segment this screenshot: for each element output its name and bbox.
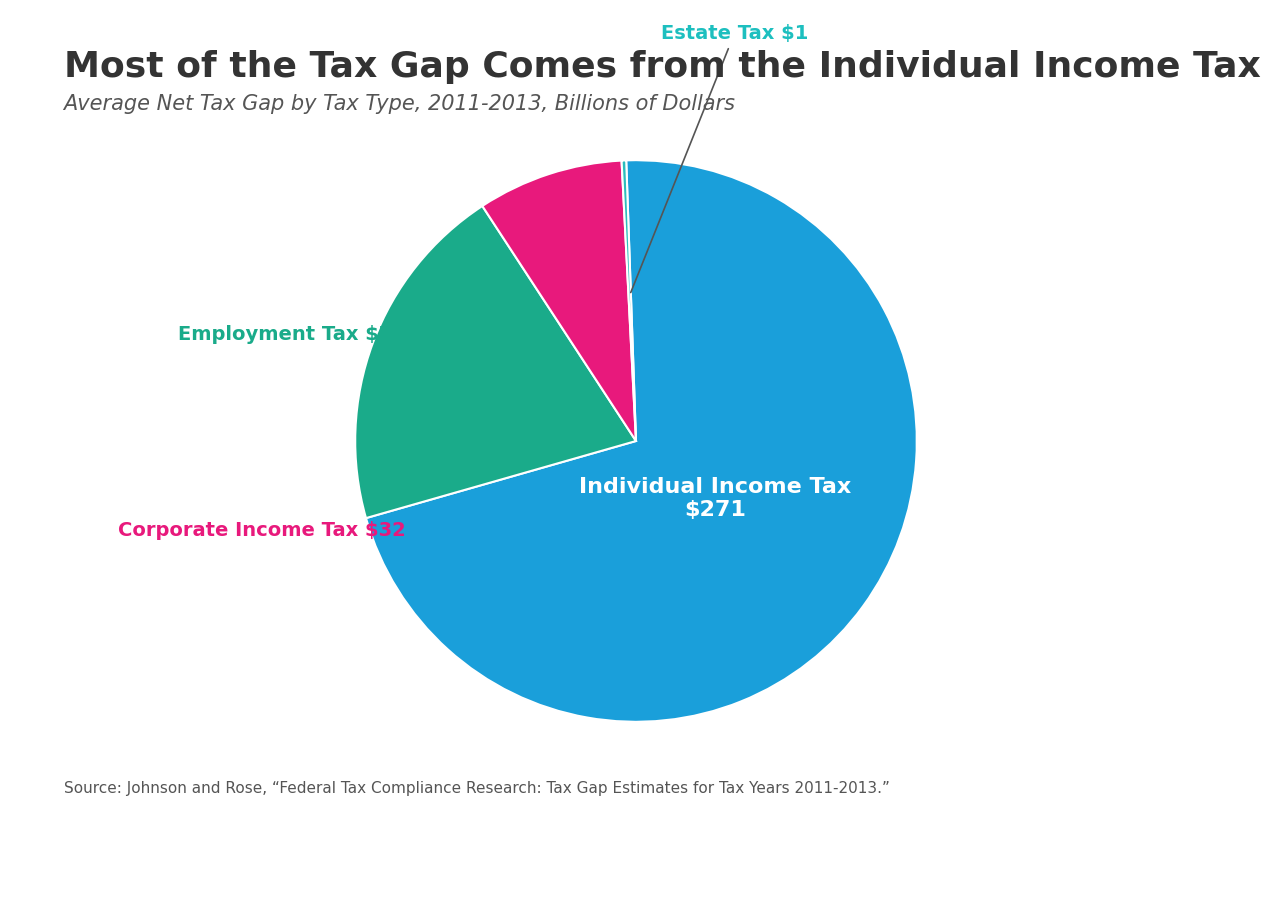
Text: Estate Tax $1: Estate Tax $1 xyxy=(631,24,808,292)
Text: Most of the Tax Gap Comes from the Individual Income Tax: Most of the Tax Gap Comes from the Indiv… xyxy=(64,50,1261,84)
Text: Source: Johnson and Rose, “Federal Tax Compliance Research: Tax Gap Estimates fo: Source: Johnson and Rose, “Federal Tax C… xyxy=(64,781,889,797)
Wedge shape xyxy=(366,160,917,722)
Wedge shape xyxy=(622,160,636,441)
Wedge shape xyxy=(355,206,636,518)
Wedge shape xyxy=(482,160,636,441)
Text: TAX FOUNDATION: TAX FOUNDATION xyxy=(25,858,247,878)
Text: Employment Tax $77: Employment Tax $77 xyxy=(178,325,406,344)
Text: Individual Income Tax
$271: Individual Income Tax $271 xyxy=(579,477,851,520)
Text: @TaxFoundation: @TaxFoundation xyxy=(1040,858,1247,878)
Text: Corporate Income Tax $32: Corporate Income Tax $32 xyxy=(118,521,406,540)
Text: Average Net Tax Gap by Tax Type, 2011-2013, Billions of Dollars: Average Net Tax Gap by Tax Type, 2011-20… xyxy=(64,94,735,114)
